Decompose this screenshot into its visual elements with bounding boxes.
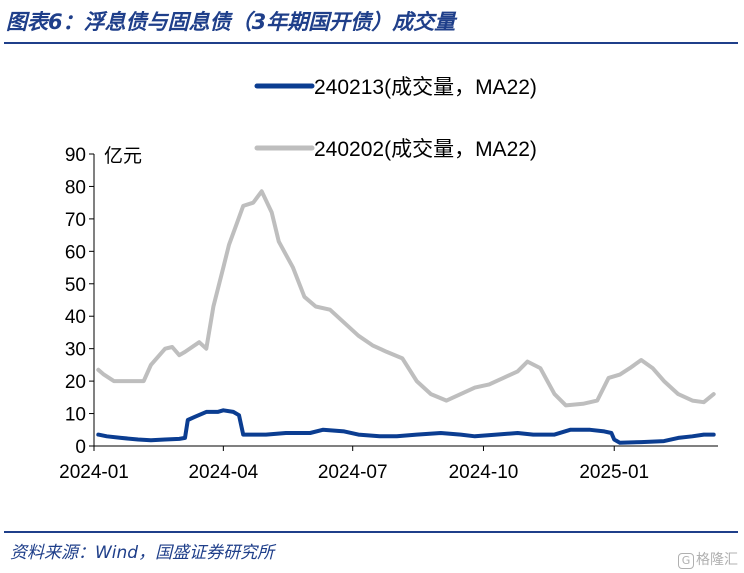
watermark-text: 格隆汇 xyxy=(696,552,738,568)
x-tick-label: 2024-10 xyxy=(449,462,519,483)
source-note: 资料来源：Wind，国盛证券研究所 xyxy=(10,543,275,563)
x-tick-label: 2024-01 xyxy=(59,462,129,483)
legend-label-240213: 240213(成交量，MA22) xyxy=(314,76,537,99)
y-tick-label: 90 xyxy=(65,145,86,166)
x-axis: 2024-01 2024-04 2024-07 2024-10 2025-01 xyxy=(59,445,718,483)
chart-title: 图表6：浮息债与固息债（3年期国开债）成交量 xyxy=(6,10,456,34)
y-tick-label: 40 xyxy=(65,307,86,328)
y-tick-label: 70 xyxy=(65,210,86,231)
series-line-240202 xyxy=(96,189,716,408)
y-axis-unit: 亿元 xyxy=(104,145,142,167)
x-tick-label: 2025-01 xyxy=(579,462,649,483)
y-tick-label: 10 xyxy=(65,405,86,426)
plot-area xyxy=(96,189,716,445)
chart: 240213(成交量，MA22) 240202(成交量，MA22) 亿元 0 10… xyxy=(59,76,718,483)
y-tick-label: 60 xyxy=(65,242,86,263)
y-tick-label: 20 xyxy=(65,372,86,393)
title-rule xyxy=(4,42,738,44)
y-tick-label: 50 xyxy=(65,275,86,296)
y-tick-label: 30 xyxy=(65,340,86,361)
y-axis: 0 10 20 30 40 50 60 70 80 90 xyxy=(65,145,95,458)
x-tick-label: 2024-07 xyxy=(318,462,388,483)
x-tick-label: 2024-04 xyxy=(188,462,258,483)
y-tick-label: 80 xyxy=(65,177,86,198)
watermark-logo-icon: G xyxy=(678,553,694,569)
legend: 240213(成交量，MA22) 240202(成交量，MA22) xyxy=(254,76,537,161)
y-tick-label: 0 xyxy=(75,437,86,458)
watermark: G 格隆汇 xyxy=(678,549,738,569)
legend-label-240202: 240202(成交量，MA22) xyxy=(314,138,537,161)
source-rule xyxy=(4,531,738,533)
series-line-240213 xyxy=(96,408,716,445)
